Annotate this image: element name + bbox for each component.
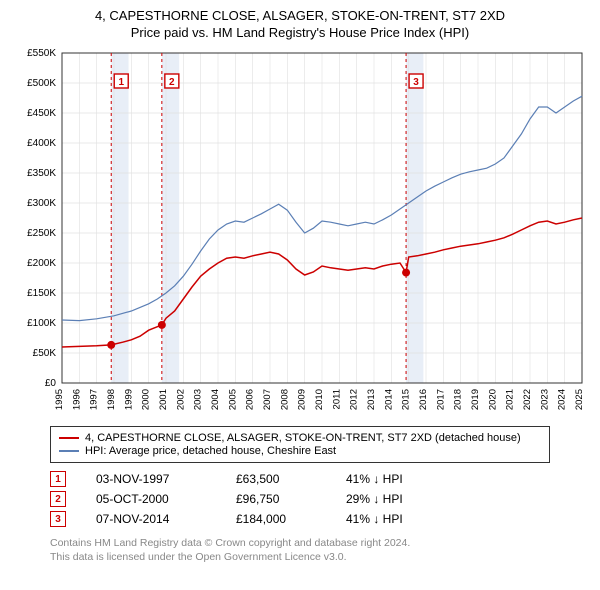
svg-text:£550K: £550K: [27, 48, 56, 59]
svg-text:£450K: £450K: [27, 108, 56, 119]
svg-text:£100K: £100K: [27, 318, 56, 329]
event-row: 3 07-NOV-2014 £184,000 41% ↓ HPI: [50, 511, 590, 527]
svg-text:£200K: £200K: [27, 258, 56, 269]
legend: 4, CAPESTHORNE CLOSE, ALSAGER, STOKE-ON-…: [50, 426, 550, 463]
event-diff: 29% ↓ HPI: [346, 492, 436, 506]
event-date: 05-OCT-2000: [96, 492, 206, 506]
svg-text:2018: 2018: [453, 389, 464, 410]
svg-text:2024: 2024: [557, 389, 568, 410]
svg-text:2013: 2013: [366, 389, 377, 410]
svg-text:£0: £0: [45, 378, 57, 389]
svg-text:£50K: £50K: [33, 348, 57, 359]
event-diff: 41% ↓ HPI: [346, 472, 436, 486]
svg-text:2006: 2006: [245, 389, 256, 410]
svg-text:2005: 2005: [227, 389, 238, 410]
footer-line1: Contains HM Land Registry data © Crown c…: [50, 537, 590, 551]
svg-text:2023: 2023: [539, 389, 550, 410]
event-diff: 41% ↓ HPI: [346, 512, 436, 526]
svg-text:1998: 1998: [106, 389, 117, 410]
svg-text:£500K: £500K: [27, 78, 56, 89]
svg-text:£350K: £350K: [27, 168, 56, 179]
svg-text:2022: 2022: [522, 389, 533, 410]
svg-text:£150K: £150K: [27, 288, 56, 299]
svg-text:3: 3: [413, 77, 419, 88]
event-marker: 3: [50, 511, 66, 527]
chart-area: £0 £50K £100K £150K £200K £250K £300K £350K £400…: [10, 48, 590, 418]
svg-text:1: 1: [118, 77, 124, 88]
svg-text:£250K: £250K: [27, 228, 56, 239]
svg-text:2016: 2016: [418, 389, 429, 410]
svg-text:2017: 2017: [435, 389, 446, 410]
svg-text:2001: 2001: [158, 389, 169, 410]
svg-text:2015: 2015: [401, 389, 412, 410]
svg-text:2010: 2010: [314, 389, 325, 410]
chart-subtitle: Price paid vs. HM Land Registry's House …: [10, 25, 590, 40]
svg-text:2011: 2011: [331, 389, 342, 409]
event-price: £184,000: [236, 512, 316, 526]
svg-text:2008: 2008: [279, 389, 290, 410]
chart-title: 4, CAPESTHORNE CLOSE, ALSAGER, STOKE-ON-…: [10, 8, 590, 23]
event-row: 1 03-NOV-1997 £63,500 41% ↓ HPI: [50, 471, 590, 487]
legend-label: 4, CAPESTHORNE CLOSE, ALSAGER, STOKE-ON-…: [85, 432, 521, 444]
svg-text:2003: 2003: [193, 389, 204, 410]
svg-text:2007: 2007: [262, 389, 273, 410]
svg-text:2014: 2014: [383, 389, 394, 410]
svg-text:2019: 2019: [470, 389, 481, 410]
svg-text:1999: 1999: [123, 389, 134, 410]
svg-text:2020: 2020: [487, 389, 498, 410]
events-table: 1 03-NOV-1997 £63,500 41% ↓ HPI 2 05-OCT…: [50, 471, 590, 527]
legend-swatch-hpi: [59, 450, 79, 452]
svg-text:2004: 2004: [210, 389, 221, 410]
event-date: 03-NOV-1997: [96, 472, 206, 486]
legend-item: 4, CAPESTHORNE CLOSE, ALSAGER, STOKE-ON-…: [59, 432, 541, 444]
footer: Contains HM Land Registry data © Crown c…: [50, 537, 590, 564]
line-chart-svg: £0 £50K £100K £150K £200K £250K £300K £350K £400…: [10, 48, 590, 418]
svg-text:2: 2: [169, 77, 175, 88]
event-marker: 2: [50, 491, 66, 507]
event-row: 2 05-OCT-2000 £96,750 29% ↓ HPI: [50, 491, 590, 507]
svg-text:1997: 1997: [89, 389, 100, 410]
legend-label: HPI: Average price, detached house, Ches…: [85, 445, 336, 457]
event-price: £63,500: [236, 472, 316, 486]
svg-text:2000: 2000: [141, 389, 152, 410]
svg-text:2021: 2021: [505, 389, 516, 410]
svg-text:1995: 1995: [54, 389, 65, 410]
legend-swatch-property: [59, 437, 79, 439]
event-price: £96,750: [236, 492, 316, 506]
svg-text:2012: 2012: [349, 389, 360, 410]
svg-text:1996: 1996: [71, 389, 82, 410]
svg-text:2025: 2025: [574, 389, 585, 410]
event-date: 07-NOV-2014: [96, 512, 206, 526]
svg-text:£300K: £300K: [27, 198, 56, 209]
event-marker: 1: [50, 471, 66, 487]
legend-item: HPI: Average price, detached house, Ches…: [59, 445, 541, 457]
svg-text:£400K: £400K: [27, 138, 56, 149]
svg-text:2002: 2002: [175, 389, 186, 410]
svg-text:2009: 2009: [297, 389, 308, 410]
footer-line2: This data is licensed under the Open Gov…: [50, 551, 590, 565]
